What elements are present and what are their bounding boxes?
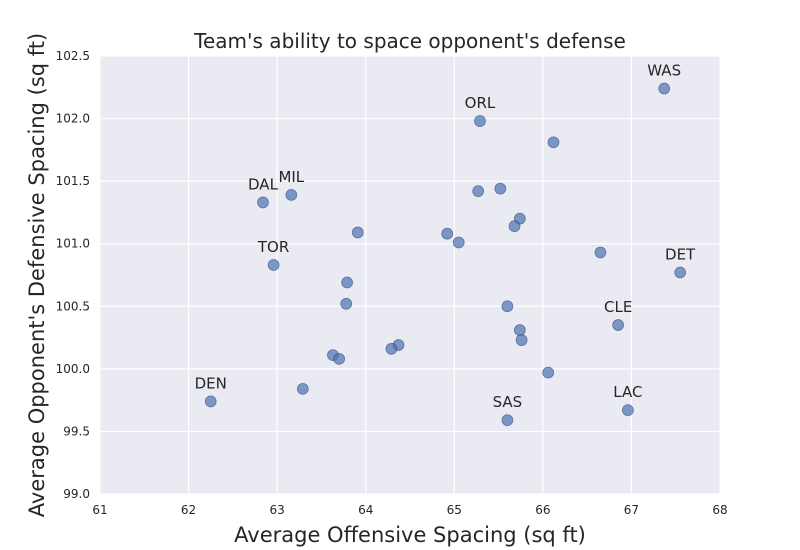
data-point — [621, 404, 634, 417]
data-point — [674, 266, 687, 279]
data-point — [341, 276, 354, 289]
x-tick-label: 63 — [270, 503, 285, 517]
x-tick-label: 64 — [358, 503, 373, 517]
data-point — [385, 342, 398, 355]
y-tick-label: 99.5 — [63, 424, 90, 438]
team-label: TOR — [257, 238, 289, 256]
data-point — [612, 319, 625, 331]
x-tick-label: 68 — [712, 503, 727, 517]
y-tick-label: 100.0 — [56, 362, 90, 376]
data-point — [542, 366, 555, 379]
x-tick-label: 62 — [181, 503, 196, 517]
y-tick-label: 102.5 — [56, 49, 90, 63]
team-label: WAS — [647, 62, 681, 80]
data-point — [494, 182, 507, 195]
y-tick-label: 99.0 — [63, 487, 90, 501]
team-label: SAS — [493, 393, 523, 411]
chart-title: Team's ability to space opponent's defen… — [193, 29, 626, 53]
x-axis-label: Average Offensive Spacing (sq ft) — [234, 523, 586, 547]
y-tick-label: 100.5 — [56, 299, 90, 313]
data-point — [340, 297, 353, 310]
data-points — [204, 82, 687, 427]
data-point — [547, 136, 560, 149]
y-tick-label: 101.5 — [56, 174, 90, 188]
data-point — [285, 189, 298, 201]
gridlines — [99, 55, 721, 495]
team-label: ORL — [465, 94, 496, 112]
data-point — [501, 300, 514, 313]
data-point — [513, 324, 526, 336]
team-label: CLE — [604, 298, 632, 316]
team-label: DET — [665, 245, 696, 263]
x-tick-label: 65 — [447, 503, 462, 517]
data-point — [267, 259, 280, 271]
tick-labels: 61 62 63 64 65 66 67 68 99.0 99.5 100.0 100.5 101.0 1… — [56, 49, 728, 517]
data-point — [296, 382, 309, 395]
data-point — [333, 352, 346, 365]
data-point — [257, 196, 269, 209]
y-axis-label: Average Opponent's Defensive Spacing (sq… — [25, 33, 49, 517]
x-tick-label: 61 — [92, 503, 107, 517]
x-tick-label: 67 — [624, 503, 639, 517]
data-point — [351, 226, 364, 239]
data-point — [508, 220, 521, 233]
data-point — [441, 227, 454, 240]
plot-area — [100, 56, 720, 494]
data-point — [452, 236, 465, 249]
data-point — [472, 185, 485, 198]
data-point — [658, 82, 671, 95]
x-tick-label: 66 — [535, 503, 550, 517]
data-point — [474, 115, 486, 127]
team-label: MIL — [278, 168, 304, 186]
data-point — [501, 414, 514, 427]
data-point — [515, 334, 528, 346]
team-label: DAL — [248, 175, 279, 193]
data-point — [204, 395, 217, 408]
data-point — [594, 246, 607, 259]
y-tick-label: 102.0 — [56, 112, 90, 126]
team-label: LAC — [613, 383, 642, 401]
team-label: DEN — [195, 374, 227, 392]
y-tick-label: 101.0 — [56, 237, 90, 251]
